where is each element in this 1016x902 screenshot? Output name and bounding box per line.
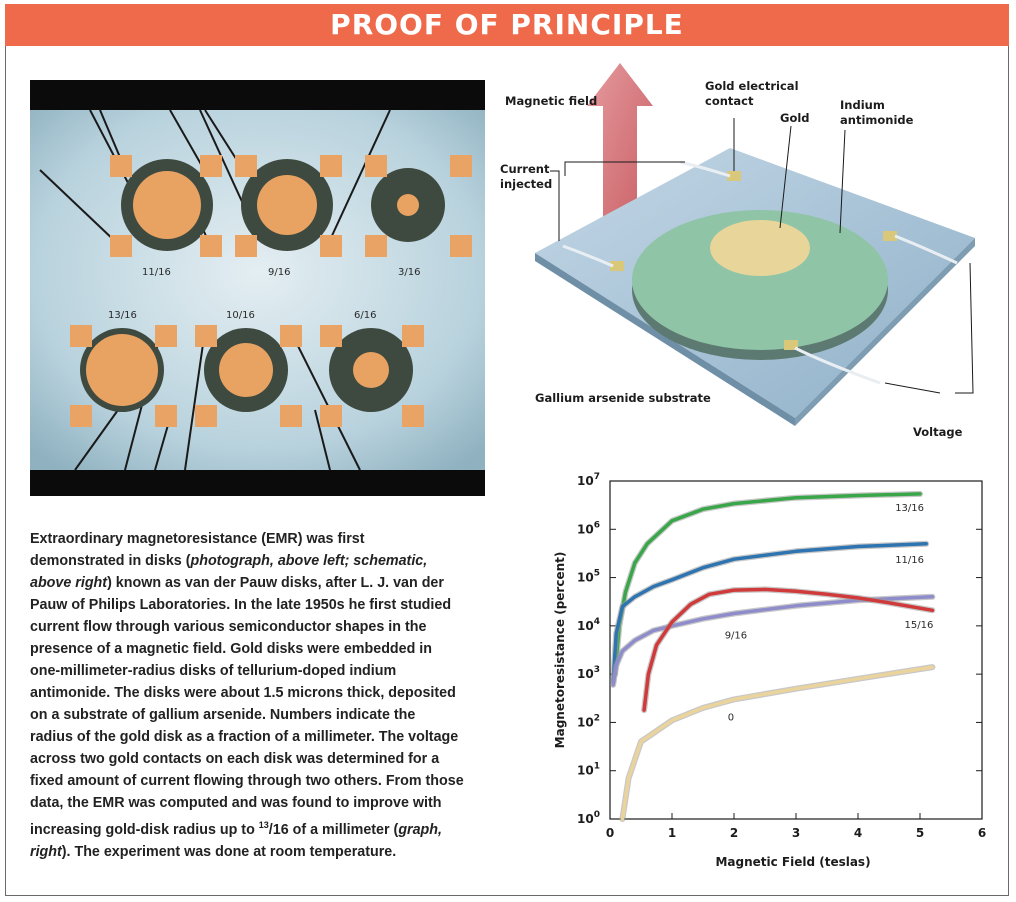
series-label: 13/16 <box>895 503 924 514</box>
series-line <box>611 542 928 684</box>
desc-line-4: Pauw of Philips Laboratories. In the lat… <box>30 597 452 613</box>
desc-line-15: right). The experiment was done at room … <box>30 843 397 860</box>
y-tick-label: 101 <box>577 762 600 778</box>
desc-line-5: current flow through various semiconduct… <box>30 619 427 635</box>
photo-wires <box>39 109 391 471</box>
disk-label-6-16: 6/16 <box>354 310 376 321</box>
desc-line-11: across two gold contacts on each disk wa… <box>30 751 440 767</box>
series-line-shadow <box>610 540 930 685</box>
label-current-1: Current <box>500 162 550 176</box>
label-indium-2: antimonide <box>840 113 914 127</box>
disk-schematic: Magnetic field Gold electrical contact G… <box>500 63 975 439</box>
desc-line-6: presence of a magnetic field. Gold disks… <box>30 641 433 657</box>
x-tick-label: 6 <box>978 826 986 840</box>
disk-label-11-16: 11/16 <box>142 267 171 278</box>
emr-graph: 100 101 102 103 104 105 106 107 0 1 2 3 4 5 6 13/16 11… <box>553 472 986 869</box>
x-tick-label: 5 <box>916 826 924 840</box>
desc-line-12: fixed amount of current flowing through … <box>30 773 464 789</box>
contacts <box>610 171 897 350</box>
series-labels: 13/16 11/16 9/16 15/16 0 <box>725 503 934 724</box>
series-line <box>642 587 935 712</box>
y-tick-label: 104 <box>577 617 600 633</box>
x-tick-label: 2 <box>730 826 738 840</box>
y-axis-ticks: 100 101 102 103 104 105 106 107 <box>577 472 982 826</box>
series-lines <box>610 490 936 822</box>
label-gold: Gold <box>780 111 810 125</box>
wires <box>562 160 958 385</box>
series-label: 15/16 <box>905 620 934 631</box>
series-line-shadow <box>619 664 936 822</box>
y-tick-label: 107 <box>577 472 600 488</box>
y-axis-title: Magnetoresistance (percent) <box>553 552 567 749</box>
indium-disk <box>632 210 888 350</box>
disk-bottom-right <box>329 328 413 412</box>
desc-line-9: on a substrate of gallium arsenide. Numb… <box>30 707 416 723</box>
x-tick-label: 1 <box>668 826 676 840</box>
x-axis-title: Magnetic Field (teslas) <box>715 855 870 869</box>
x-tick-label: 3 <box>792 826 800 840</box>
substrate-edge-right <box>795 238 975 426</box>
label-magnetic-field: Magnetic field <box>505 94 597 108</box>
x-axis-ticks: 0 1 2 3 4 5 6 <box>606 813 986 840</box>
disk-photograph: 11/16 9/16 3/16 13/16 10/16 6/16 <box>30 80 485 496</box>
label-gold-contact-2: contact <box>705 94 754 108</box>
disk-top-right <box>371 168 445 242</box>
leader-lines <box>550 118 974 394</box>
magnetic-field-arrow <box>587 63 653 233</box>
disk-bottom-left <box>80 328 164 412</box>
desc-line-7: one-millimeter-radius disks of tellurium… <box>30 663 397 679</box>
plot-frame <box>609 480 983 820</box>
substrate-edge-left <box>535 253 795 426</box>
description-text: Extraordinary magnetoresistance (EMR) wa… <box>30 528 500 863</box>
disk-bottom-middle <box>204 328 288 412</box>
disk-label-9-16: 9/16 <box>268 267 290 278</box>
desc-line-1: Extraordinary magnetoresistance (EMR) wa… <box>30 531 365 547</box>
label-substrate: Gallium arsenide substrate <box>535 391 711 405</box>
y-tick-label: 105 <box>577 569 600 585</box>
desc-line-8: antimonide. The disks were about 1.5 mic… <box>30 685 456 701</box>
x-tick-label: 4 <box>854 826 862 840</box>
y-tick-label: 103 <box>577 665 600 681</box>
series-label: 9/16 <box>725 630 747 641</box>
disk-top-left <box>121 159 213 251</box>
series-line <box>620 665 935 821</box>
desc-line-3: above right) known as van der Pauw disks… <box>30 575 444 591</box>
banner-title: PROOF OF PRINCIPLE <box>5 4 1009 46</box>
series-label: 11/16 <box>895 555 924 566</box>
y-tick-label: 102 <box>577 713 600 729</box>
label-gold-contact-1: Gold electrical <box>705 79 799 93</box>
label-voltage: Voltage <box>913 425 963 439</box>
contact-pads <box>70 155 472 427</box>
disk-label-10-16: 10/16 <box>226 310 255 321</box>
y-tick-label: 106 <box>577 520 600 536</box>
disk-label-13-16: 13/16 <box>108 310 137 321</box>
disk-top-middle <box>241 159 333 251</box>
desc-line-2: demonstrated in disks (photograph, above… <box>30 553 428 569</box>
series-label: 0 <box>728 712 734 723</box>
disk-label-3-16: 3/16 <box>398 267 420 278</box>
desc-line-13: data, the EMR was computed and was found… <box>30 795 442 811</box>
desc-line-10: radius of the gold disk as a fraction of… <box>30 729 459 745</box>
gold-disk <box>710 220 810 276</box>
label-indium-1: Indium <box>840 98 885 112</box>
desc-line-14: increasing gold-disk radius up to 13/16 … <box>30 820 442 838</box>
y-tick-label: 100 <box>577 810 600 826</box>
label-current-2: injected <box>500 177 552 191</box>
x-tick-label: 0 <box>606 826 614 840</box>
